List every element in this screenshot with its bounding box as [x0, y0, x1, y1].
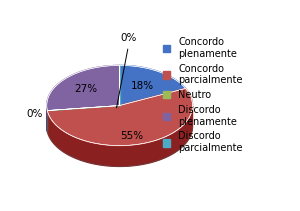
Polygon shape	[120, 65, 186, 106]
Polygon shape	[47, 106, 120, 111]
Polygon shape	[47, 106, 193, 166]
Polygon shape	[47, 65, 120, 111]
Text: 18%: 18%	[131, 81, 154, 91]
Text: 0%: 0%	[120, 33, 136, 43]
Text: 55%: 55%	[121, 131, 144, 141]
Polygon shape	[47, 88, 193, 146]
Text: 0%: 0%	[26, 109, 43, 119]
Text: 27%: 27%	[74, 84, 97, 94]
Legend: Concordo
plenamente, Concordo
parcialmente, Neutro, Discordo
plenamente, Discord: Concordo plenamente, Concordo parcialmen…	[160, 35, 244, 155]
